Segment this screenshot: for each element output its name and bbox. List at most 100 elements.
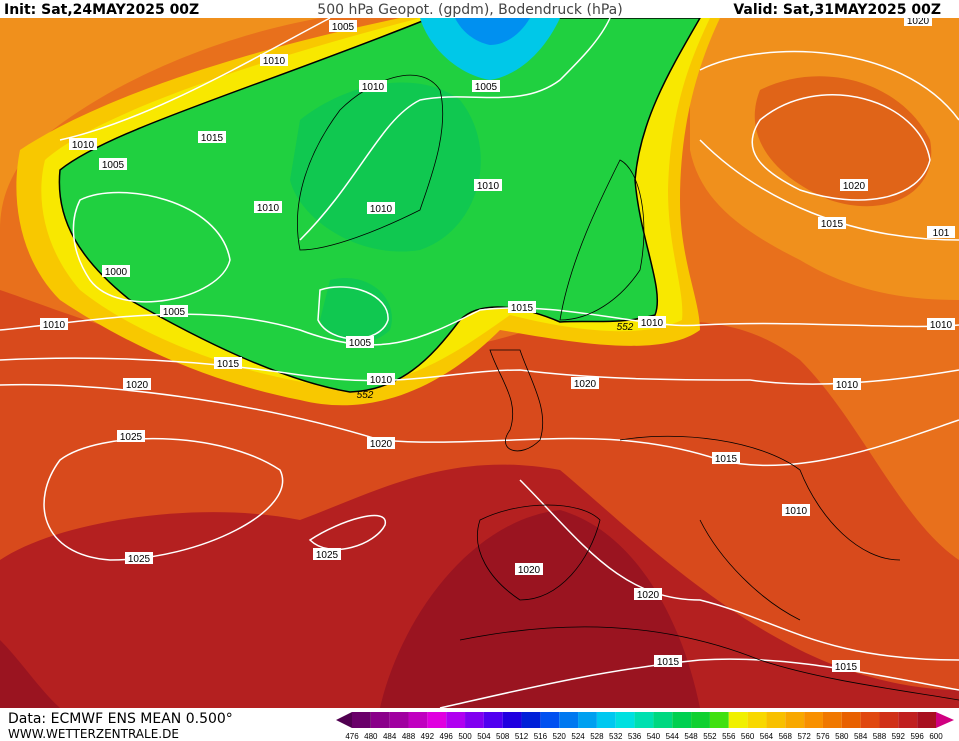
isobar-label: 1020 bbox=[370, 439, 393, 450]
isobar-label-bg bbox=[99, 158, 127, 170]
legend-swatch bbox=[596, 712, 616, 728]
legend-tick-label: 548 bbox=[684, 732, 698, 741]
isobar-label-bg bbox=[102, 265, 130, 277]
legend-tick-label: 540 bbox=[647, 732, 661, 741]
isobar-label: 1020 bbox=[574, 379, 597, 390]
isobar-label: 1020 bbox=[907, 16, 930, 27]
contour-labels: 1005 1010 1010 1005 1010 1015 1005 1010 1010 1010… bbox=[40, 14, 955, 673]
isobar-label-bg bbox=[125, 552, 153, 564]
isobar-label-bg bbox=[214, 357, 242, 369]
legend-swatch bbox=[502, 712, 522, 728]
isobar-label: 1005 bbox=[349, 338, 372, 349]
legend-swatch bbox=[578, 712, 597, 728]
isobar-label: 1005 bbox=[163, 307, 186, 318]
legend-tick-label: 600 bbox=[929, 732, 943, 741]
header-bg bbox=[0, 0, 959, 18]
isobar-label: 1010 bbox=[930, 320, 953, 331]
legend-tick-label: 552 bbox=[703, 732, 717, 741]
legend-swatch bbox=[653, 712, 673, 728]
isobar-label: 1020 bbox=[637, 590, 660, 601]
map-title: 500 hPa Geopot. (gpdm), Bodendruck (hPa) bbox=[317, 2, 622, 18]
field-dark-red bbox=[0, 510, 700, 708]
isobar-label: 1010 bbox=[836, 380, 859, 391]
legend-swatch bbox=[483, 712, 503, 728]
legend-swatch bbox=[822, 712, 842, 728]
legend-tick-label: 492 bbox=[421, 732, 435, 741]
legend-tick-label: 556 bbox=[722, 732, 736, 741]
legend-swatch bbox=[446, 712, 466, 728]
height-label: 552 bbox=[357, 390, 374, 401]
legend-tick-label: 484 bbox=[383, 732, 397, 741]
legend-tick-label: 488 bbox=[402, 732, 416, 741]
isobar-label: 1020 bbox=[843, 181, 866, 192]
isobar-label: 1015 bbox=[821, 219, 844, 230]
isobar-label-bg bbox=[638, 316, 666, 328]
isobar-label: 1010 bbox=[362, 82, 385, 93]
legend-tick-label: 516 bbox=[534, 732, 548, 741]
field-light-orange bbox=[0, 18, 959, 300]
isobar-label-bg bbox=[782, 504, 810, 516]
legend-swatch bbox=[747, 712, 767, 728]
legend-tick-label: 584 bbox=[854, 732, 868, 741]
isobar-label-bg bbox=[367, 202, 395, 214]
isobar-label: 1015 bbox=[201, 133, 224, 144]
isobar-label-bg bbox=[123, 378, 151, 390]
isobar-label-bg bbox=[254, 201, 282, 213]
isobar-label-bg bbox=[367, 437, 395, 449]
legend-tick-label: 592 bbox=[892, 732, 906, 741]
legend-swatch bbox=[672, 712, 692, 728]
legend-swatch bbox=[427, 712, 447, 728]
isobar-label: 1010 bbox=[43, 320, 66, 331]
isobars bbox=[0, 17, 959, 709]
coastline bbox=[619, 435, 901, 621]
isobar-label: 1015 bbox=[217, 359, 240, 370]
map-field bbox=[0, 17, 959, 708]
isobar-label-bg bbox=[927, 226, 955, 238]
legend-tick-label: 476 bbox=[345, 732, 359, 741]
legend-swatch bbox=[634, 712, 654, 728]
isobar-label: 1005 bbox=[475, 82, 498, 93]
isobar-label: 1005 bbox=[332, 22, 355, 33]
coastline bbox=[477, 504, 601, 601]
isobar-label: 1025 bbox=[128, 554, 151, 565]
legend-swatch bbox=[540, 712, 560, 728]
legend-swatch bbox=[691, 712, 710, 728]
isobar-label: 1015 bbox=[835, 662, 858, 673]
legend-swatch bbox=[785, 712, 805, 728]
isobar-label: 1020 bbox=[518, 565, 541, 576]
isobar-label: 1010 bbox=[370, 204, 393, 215]
isobar-line bbox=[0, 357, 959, 385]
legend-tick-label: 512 bbox=[515, 732, 529, 741]
isobar-line bbox=[0, 307, 959, 346]
legend-swatch bbox=[521, 712, 541, 728]
legend-tick-label: 536 bbox=[628, 732, 642, 741]
legend-tick-label: 596 bbox=[910, 732, 924, 741]
data-source: Data: ECMWF ENS MEAN 0.500° bbox=[8, 711, 233, 727]
isobar-label-bg bbox=[927, 318, 955, 330]
legend-tick-label: 500 bbox=[458, 732, 472, 741]
legend-tick-label: 544 bbox=[666, 732, 680, 741]
legend-swatch bbox=[352, 712, 371, 728]
isobar-label: 1015 bbox=[511, 303, 534, 314]
isobar-label-bg bbox=[198, 131, 226, 143]
legend-swatch bbox=[860, 712, 880, 728]
legend-tick-label: 508 bbox=[496, 732, 510, 741]
isobar-label: 1010 bbox=[370, 375, 393, 386]
coastline bbox=[297, 74, 444, 251]
coastline bbox=[459, 626, 959, 701]
legend-tick-label: 532 bbox=[609, 732, 623, 741]
isobar-line bbox=[519, 479, 959, 661]
isobar-label-bg bbox=[346, 336, 374, 348]
isobar-label-bg bbox=[69, 138, 97, 150]
isobar-line bbox=[0, 383, 959, 467]
legend-tick-label: 524 bbox=[571, 732, 585, 741]
legend-swatch bbox=[841, 712, 861, 728]
legend-swatch bbox=[465, 712, 484, 728]
height-label: 552 bbox=[617, 322, 634, 333]
isobar-label-bg bbox=[472, 80, 500, 92]
coastline bbox=[559, 159, 645, 321]
legend-tick-label: 572 bbox=[797, 732, 811, 741]
legend-tick-label: 496 bbox=[440, 732, 454, 741]
legend-tick-label: 568 bbox=[779, 732, 793, 741]
